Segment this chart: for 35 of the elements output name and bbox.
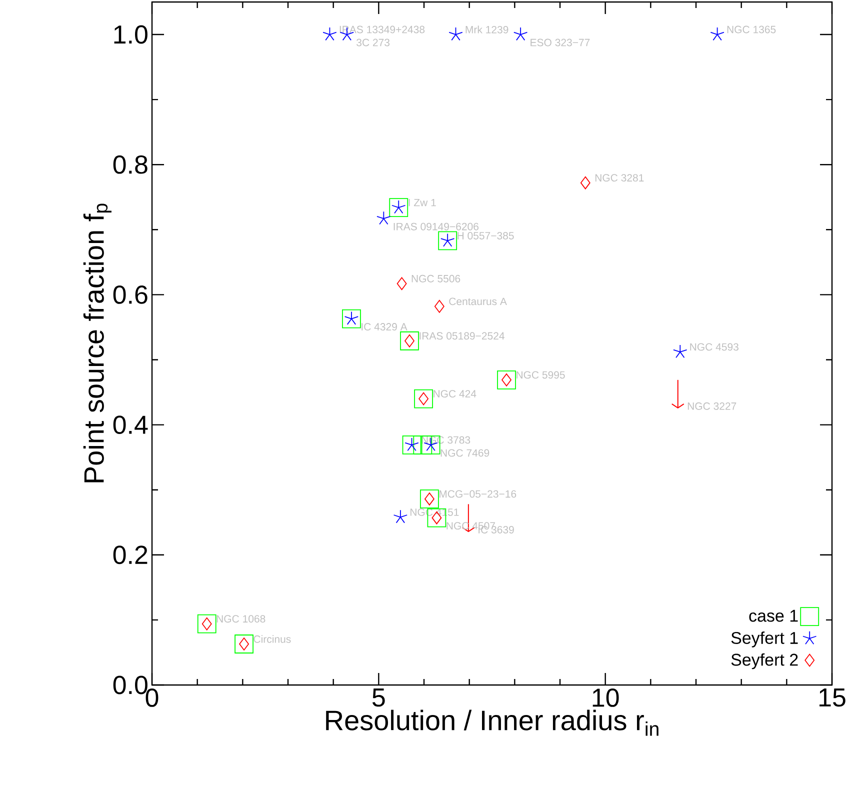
annotation: 3C 273 [356,38,390,46]
annotation: NGC 5995 [516,371,565,379]
legend-label: case 1 [749,610,798,622]
y-tick-label: 0.2 [113,546,148,564]
annotation: NGC 3281 [595,174,644,182]
annotation: NGC 7469 [440,449,490,457]
annotation: NGC 4593 [690,343,738,351]
annotation: NGC 5506 [412,274,460,282]
y-tick-label: 0.4 [113,416,148,434]
y-axis-title: Point source fraction f$_{p}$ [83,204,112,482]
y-tick-label: 0.6 [113,285,148,304]
y-tick-label: 0.8 [113,155,148,174]
legend-label: Seyfert 1 [731,632,798,648]
x-tick-label: 15 [820,688,846,707]
y-tick-label: 1.0 [114,25,148,44]
x-tick-label: 0 [146,688,158,707]
annotation: MCG−05−23−16 [440,490,516,498]
annotation: H 0557−385 [458,232,514,240]
x-tick-label: 5 [372,688,385,707]
annotation: Mrk 1239 [466,26,508,34]
annotation: NGC 1068 [216,615,266,623]
annotation: NGC 424 [434,390,476,398]
annotation: Circinus [254,635,291,643]
annotation: Centaurus A [449,298,507,306]
annotation: I Zw 1 [408,198,436,206]
annotation: NGC 1365 [727,26,776,34]
y-tick-label: 0.0 [113,676,148,694]
x-axis-title: Resolution / Inner radius r$_{in}$ [326,710,658,736]
annotation: IRAS 09149−6206 [394,222,478,230]
legend-label: Seyfert 2 [731,653,798,670]
x-tick-label: 10 [592,688,619,707]
annotation: IC 4329 A [362,323,408,330]
annotation: IRAS 05189−2524 [420,332,504,340]
annotation: NGC 3227 [688,402,736,410]
annotation: ESO 323−77 [530,38,590,46]
